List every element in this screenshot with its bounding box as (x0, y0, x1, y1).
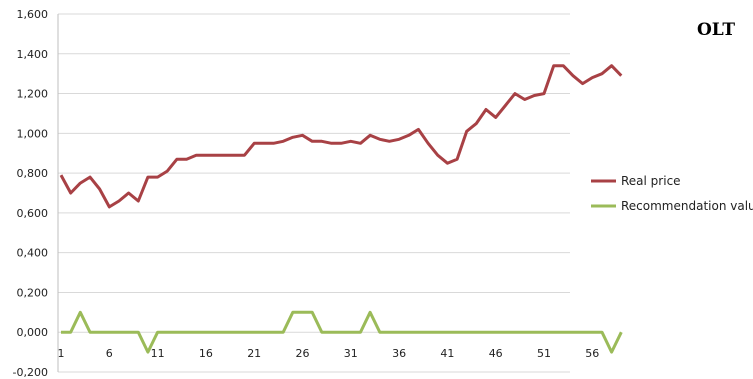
y-tick-label: 0,600 (17, 207, 49, 220)
y-tick-label: 1,400 (17, 48, 49, 61)
x-tick-label: 51 (537, 347, 551, 360)
series-line-recommendation-value (61, 310, 623, 354)
x-tick-label: 11 (151, 347, 165, 360)
x-tick-label: 31 (344, 347, 358, 360)
x-tick-label: 41 (440, 347, 454, 360)
legend: Real price Recommendation value (591, 174, 753, 213)
x-tick-label: 16 (199, 347, 213, 360)
y-tick-label: -0,200 (13, 366, 48, 379)
x-tick-label: 46 (489, 347, 503, 360)
legend-label: Recommendation value (621, 199, 753, 213)
x-tick-label: 21 (247, 347, 261, 360)
x-tick-label: 6 (106, 347, 113, 360)
y-tick-label: 1,600 (17, 8, 49, 21)
y-tick-label: 0,400 (17, 247, 49, 260)
gridlines (57, 13, 570, 373)
x-tick-label: 1 (58, 347, 65, 360)
series-line-real-price (59, 64, 623, 209)
series-lines (59, 64, 623, 354)
x-axis-tick-labels: 1 6 11 16 21 26 31 36 41 46 51 56 (58, 347, 600, 360)
y-tick-label: 1,200 (17, 88, 49, 101)
y-tick-label: 0,800 (17, 167, 49, 180)
chart-title: OLT (697, 20, 735, 40)
x-tick-label: 36 (392, 347, 406, 360)
legend-label: Real price (621, 174, 681, 188)
y-tick-label: 1,000 (17, 127, 49, 140)
x-tick-label: 26 (296, 347, 310, 360)
y-tick-label: 0,200 (17, 286, 49, 299)
y-tick-label: 0,000 (17, 326, 49, 339)
x-tick-label: 56 (585, 347, 599, 360)
y-axis-tick-labels: 1,600 1,400 1,200 1,000 0,800 0,600 0,400 0,200… (13, 8, 48, 379)
